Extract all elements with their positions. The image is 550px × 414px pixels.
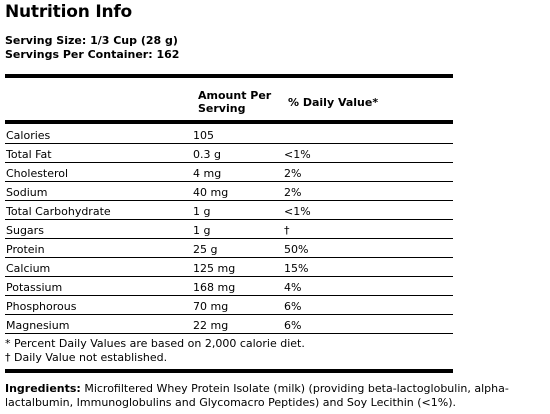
nutrient-amount: 1 g (193, 205, 211, 218)
nutrient-name: Total Fat (6, 148, 52, 161)
table-row: Calories 105 (5, 126, 453, 144)
nutrient-name: Calcium (6, 262, 51, 275)
nutrient-name: Protein (6, 243, 45, 256)
nutrient-daily-value: 15% (284, 262, 309, 275)
nutrient-amount: 105 (193, 129, 214, 142)
table-row: Cholesterol 4 mg 2% (5, 164, 453, 182)
table-row: Potassium 168 mg 4% (5, 278, 453, 296)
table-row: Sugars 1 g † (5, 221, 453, 239)
table-row: Magnesium 22 mg 6% (5, 316, 453, 334)
nutrient-amount: 168 mg (193, 281, 236, 294)
ingredients-label: Ingredients: (5, 382, 81, 395)
table-row: Phosphorous 70 mg 6% (5, 297, 453, 315)
nutrient-amount: 4 mg (193, 167, 222, 180)
nutrient-name: Sodium (6, 186, 48, 199)
nutrient-daily-value: 6% (284, 300, 302, 313)
footnote-not-established: † Daily Value not established. (5, 351, 168, 364)
nutrient-name: Cholesterol (6, 167, 69, 180)
ingredients: Ingredients: Microfiltered Whey Protein … (5, 382, 550, 410)
nutrient-name: Calories (6, 129, 51, 142)
table-row: Protein 25 g 50% (5, 240, 453, 258)
nutrient-name: Sugars (6, 224, 44, 237)
nutrient-name: Magnesium (6, 319, 70, 332)
top-divider (5, 74, 453, 78)
table-row: Total Fat 0.3 g <1% (5, 145, 453, 163)
nutrient-amount: 0.3 g (193, 148, 221, 161)
serving-size: Serving Size: 1/3 Cup (28 g) (5, 34, 178, 47)
amount-per-serving-header: Amount Per Serving (198, 89, 272, 115)
nutrient-amount: 1 g (193, 224, 211, 237)
nutrient-amount: 40 mg (193, 186, 229, 199)
nutrient-name: Total Carbohydrate (6, 205, 111, 218)
nutrient-daily-value: 50% (284, 243, 309, 256)
bottom-divider (5, 369, 453, 373)
footnote-daily-values: * Percent Daily Values are based on 2,00… (5, 337, 305, 350)
page-title: Nutrition Info (5, 2, 133, 22)
nutrition-table: Calories 105 Total Fat 0.3 g <1% Cholest… (5, 126, 453, 335)
nutrient-amount: 70 mg (193, 300, 229, 313)
daily-value-header: % Daily Value* (288, 96, 379, 109)
header-divider (5, 120, 453, 124)
nutrient-daily-value: 2% (284, 186, 302, 199)
nutrient-amount: 25 g (193, 243, 218, 256)
nutrient-daily-value: <1% (284, 148, 311, 161)
servings-per-container: Servings Per Container: 162 (5, 48, 180, 61)
nutrient-amount: 22 mg (193, 319, 229, 332)
nutrient-daily-value: <1% (284, 205, 311, 218)
table-row: Sodium 40 mg 2% (5, 183, 453, 201)
table-row: Calcium 125 mg 15% (5, 259, 453, 277)
nutrient-daily-value: 2% (284, 167, 302, 180)
nutrient-name: Phosphorous (6, 300, 77, 313)
nutrient-daily-value: † (284, 224, 290, 237)
ingredients-text: Microfiltered Whey Protein Isolate (milk… (5, 382, 509, 409)
nutrient-daily-value: 6% (284, 319, 302, 332)
nutrient-amount: 125 mg (193, 262, 236, 275)
table-row: Total Carbohydrate 1 g <1% (5, 202, 453, 220)
nutrient-daily-value: 4% (284, 281, 302, 294)
nutrient-name: Potassium (6, 281, 63, 294)
